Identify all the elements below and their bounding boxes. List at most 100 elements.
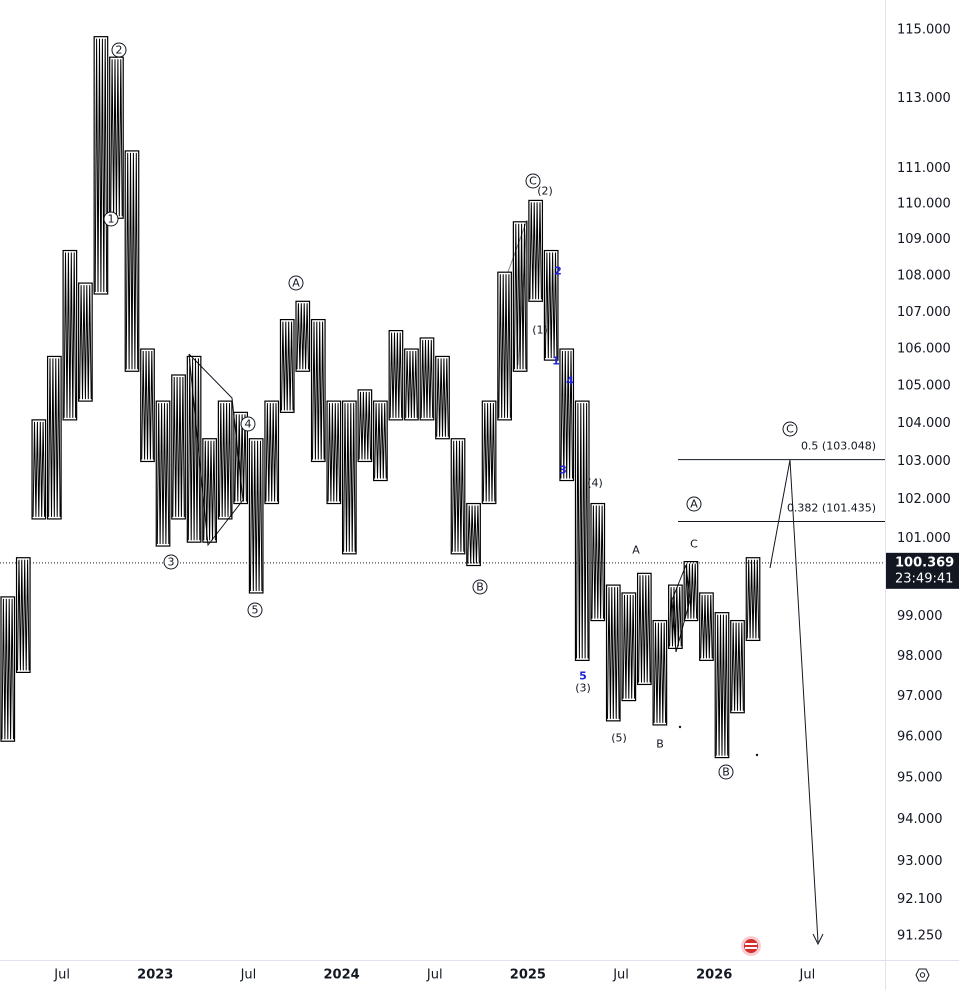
annotation-circle xyxy=(240,416,256,432)
price-texture xyxy=(700,594,713,659)
last-price-box xyxy=(886,552,959,589)
y-tick-label: 106.000 xyxy=(897,342,951,357)
price-range xyxy=(745,557,761,642)
price-range xyxy=(419,337,435,421)
price-texture xyxy=(622,594,636,699)
price-range xyxy=(202,438,217,543)
wave-label: 3 xyxy=(168,556,175,569)
price-texture xyxy=(653,622,667,723)
y-tick-label: 92.100 xyxy=(897,892,943,907)
wave-label: (3) xyxy=(575,682,591,695)
y-tick-label: 113.000 xyxy=(897,91,951,106)
price-range xyxy=(0,596,16,742)
price-texture xyxy=(389,332,403,418)
x-tick-label: Jul xyxy=(612,968,629,983)
price-texture xyxy=(482,403,496,502)
wave-label: 5 xyxy=(252,604,259,617)
price-texture xyxy=(141,350,154,460)
wave-label: C xyxy=(529,175,537,188)
price-range xyxy=(15,557,31,673)
price-texture xyxy=(156,403,170,545)
price-range xyxy=(78,282,93,402)
price-texture xyxy=(63,252,77,418)
price-range xyxy=(668,584,683,649)
annotation-circle xyxy=(247,602,263,618)
y-tick-label: 105.000 xyxy=(897,379,951,394)
price-range xyxy=(264,400,280,505)
y-tick-label: 102.000 xyxy=(897,492,951,507)
price-range xyxy=(171,374,186,520)
price-range xyxy=(466,502,481,567)
price-range xyxy=(714,612,730,759)
price-texture xyxy=(405,350,418,418)
price-texture xyxy=(79,285,92,400)
price-range xyxy=(605,584,621,722)
price-range xyxy=(310,318,326,463)
y-tick-label: 91.250 xyxy=(897,928,943,943)
y-tick-label: 94.000 xyxy=(897,812,943,827)
price-texture xyxy=(203,440,216,541)
price-range xyxy=(140,348,155,463)
wave-label: 5 xyxy=(579,670,587,683)
wave-label: 2 xyxy=(116,44,123,57)
price-range xyxy=(326,400,342,505)
wave-label: 1 xyxy=(552,355,560,368)
price-range xyxy=(279,318,295,413)
wave-label: 1 xyxy=(108,213,115,226)
price-texture xyxy=(265,403,278,502)
x-tick-label: Jul xyxy=(426,968,443,983)
price-range xyxy=(450,438,466,555)
price-texture xyxy=(638,575,651,683)
price-texture xyxy=(125,152,139,370)
dot xyxy=(678,725,682,729)
price-range xyxy=(62,249,78,421)
settings-icon[interactable] xyxy=(915,968,930,982)
last-price-label: 100.369 xyxy=(895,555,954,570)
y-tick-label: 110.000 xyxy=(897,196,951,211)
y-tick-label: 99.000 xyxy=(897,609,943,624)
price-texture xyxy=(560,350,573,479)
price-texture xyxy=(591,505,604,619)
price-range xyxy=(652,619,668,726)
price-texture xyxy=(312,321,325,460)
price-range xyxy=(543,249,559,361)
price-texture xyxy=(32,421,46,517)
price-texture xyxy=(172,376,185,517)
y-tick-label: 109.000 xyxy=(897,232,951,247)
price-range xyxy=(574,400,590,661)
countdown: 23:49:41 xyxy=(895,571,953,586)
price-texture xyxy=(234,414,247,502)
price-range xyxy=(388,330,404,421)
price-range xyxy=(730,619,745,714)
y-tick-label: 104.000 xyxy=(897,416,951,431)
price-range xyxy=(186,355,202,543)
price-range xyxy=(699,592,714,661)
wave-label: B xyxy=(722,766,730,779)
wave-label: 3 xyxy=(559,464,567,477)
price-range xyxy=(481,400,497,505)
price-texture xyxy=(544,252,558,359)
price-texture xyxy=(374,403,387,479)
price-texture xyxy=(451,440,465,552)
price-texture xyxy=(343,403,356,552)
price-range xyxy=(621,592,637,702)
wave-label: A xyxy=(292,277,300,290)
fib-label: 0.382 (101.435) xyxy=(787,501,876,514)
annotation-circle xyxy=(111,42,127,58)
price-texture xyxy=(281,321,294,411)
price-texture xyxy=(436,358,449,437)
price-texture xyxy=(296,303,309,370)
price-texture xyxy=(467,505,480,564)
price-texture xyxy=(358,391,372,460)
annotation-circle xyxy=(288,275,304,291)
annotation-circle xyxy=(718,764,734,780)
annotation-circle xyxy=(103,211,119,227)
price-range xyxy=(357,389,373,463)
x-tick-label: 2024 xyxy=(323,968,359,983)
price-texture xyxy=(94,38,108,293)
flag-icon xyxy=(741,936,761,956)
price-range xyxy=(341,400,357,555)
drawings xyxy=(188,219,824,946)
price-range xyxy=(512,221,528,372)
x-tick-label: 2026 xyxy=(696,968,732,983)
